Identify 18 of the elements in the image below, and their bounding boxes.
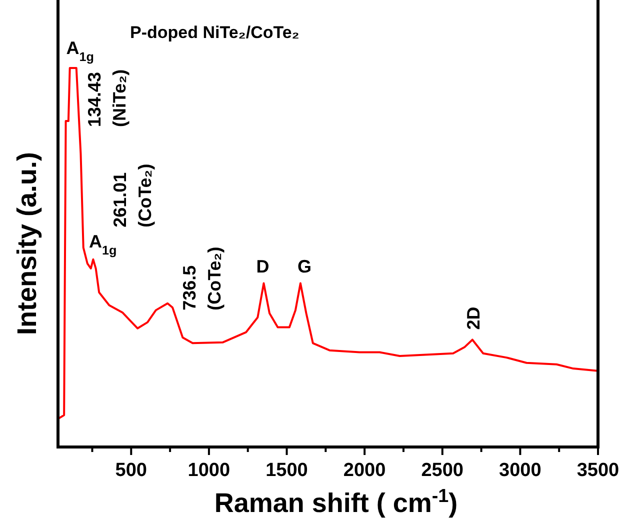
x-tick-label: 3500 — [576, 460, 620, 481]
annotation: 736.5 (CoTe₂) — [180, 246, 225, 310]
annotation: D — [256, 256, 270, 276]
x-tick-label: 3000 — [499, 460, 542, 481]
annotation: 134.43 (NiTe₂) — [84, 69, 130, 127]
x-tick-label: 2500 — [421, 460, 464, 481]
y-axis-title: Intensity (a.u.) — [12, 152, 42, 336]
x-axis-title: Raman shift ( cm$^{-1}$) — [214, 486, 458, 518]
chart-title: P-doped NiTe₂/CoTe₂ — [130, 23, 300, 42]
annotation: 2D — [463, 306, 484, 330]
annotation: 261.01 (CoTe₂) — [110, 164, 155, 228]
annotation: A$_{1g}$ — [88, 231, 117, 258]
x-tick-label: 500 — [115, 460, 147, 481]
x-tick-label: 1000 — [188, 460, 230, 481]
x-tick-label: 1500 — [266, 460, 308, 481]
annotation: G — [297, 256, 312, 276]
annotation: A$_{1g}$ — [66, 38, 94, 64]
x-tick-label: 2000 — [343, 460, 386, 481]
